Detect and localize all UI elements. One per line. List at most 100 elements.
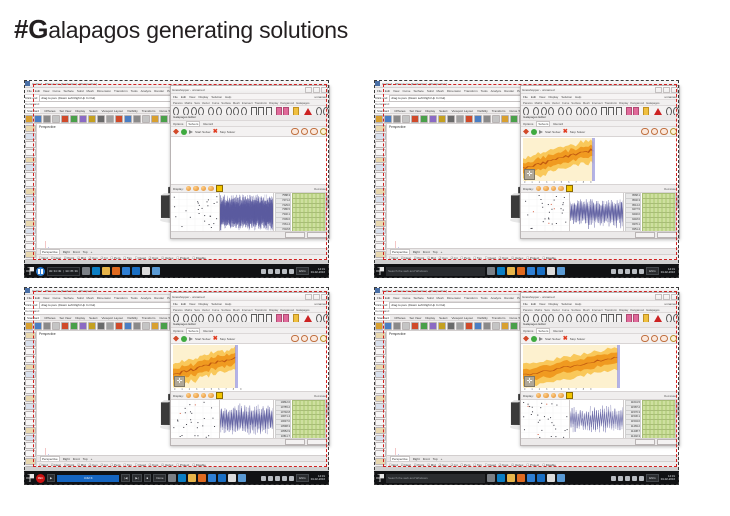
rhino-tab-curve-tools[interactable]: Curve Tools [509, 108, 526, 113]
file-explorer-icon[interactable] [507, 474, 515, 482]
start-button[interactable] [26, 267, 34, 275]
side-tool-6[interactable] [374, 172, 386, 180]
edge-icon[interactable] [178, 474, 187, 482]
grasshopper-titlebar[interactable]: Grasshopper - unnamed [521, 293, 679, 301]
waveform-pane[interactable] [570, 193, 624, 232]
ribbon-icon-22[interactable] [653, 315, 662, 322]
osnap-perp[interactable]: ☐ Perp [460, 256, 471, 260]
viewport-tab-right[interactable]: Right [412, 457, 420, 461]
osnap-knot[interactable]: ☑ Knot [148, 463, 159, 467]
side-tool-15[interactable] [24, 243, 36, 251]
osnap-disable[interactable]: ☐ Disable [192, 256, 206, 260]
maximize-button[interactable] [313, 86, 320, 93]
display-mode-icon-1[interactable] [543, 392, 549, 399]
side-tool-16[interactable] [24, 458, 36, 466]
toolbar-button-13[interactable] [492, 321, 500, 330]
toolbar-button-0[interactable] [375, 321, 383, 330]
tray-icon-2[interactable] [625, 268, 631, 274]
rhino-menu-file[interactable]: File [377, 296, 382, 300]
close-button[interactable] [321, 86, 328, 93]
mutation-icon[interactable] [565, 391, 574, 400]
side-tool-0[interactable] [374, 125, 386, 132]
tray-icon-2[interactable] [625, 475, 631, 481]
toolbar-button-1[interactable] [34, 114, 42, 123]
osnap-near[interactable]: ☑ Near [50, 256, 61, 260]
gh-tab-maths[interactable]: Maths [534, 307, 543, 312]
gh-menu-file[interactable]: File [523, 94, 528, 99]
gh-tab-surface[interactable]: Surface [221, 307, 231, 312]
toolbar-button-3[interactable] [52, 114, 60, 123]
display-mode-icon-3[interactable] [558, 392, 564, 399]
task-view-icon[interactable] [487, 267, 495, 275]
tray-icon-2[interactable] [275, 475, 281, 481]
record-icon[interactable] [660, 127, 668, 136]
rhino-menu-edit[interactable]: Edit [384, 296, 391, 300]
firefox-icon[interactable] [111, 267, 120, 275]
mutation-icon[interactable] [215, 391, 224, 400]
gh-tab-vector[interactable]: Vector [551, 307, 560, 312]
galapagos-tab-solvers[interactable]: Solvers [186, 120, 201, 127]
gh-menu-solution[interactable]: Solution [211, 94, 223, 99]
ribbon-icon-22[interactable] [303, 108, 312, 115]
side-tool-0[interactable] [24, 125, 36, 132]
viewport-tab-front[interactable]: Front [72, 457, 80, 461]
rhino-menu-tools[interactable]: Tools [480, 296, 488, 300]
gh-tab-intersect[interactable]: Intersect [241, 307, 253, 312]
rhino-tab-viewport-layout[interactable]: Viewport Layout [451, 108, 473, 113]
side-tool-7[interactable] [374, 387, 386, 395]
osnap-vertex[interactable]: ☑ Vertex [161, 463, 174, 467]
gh-tab-display[interactable]: Display [269, 100, 279, 105]
gh-tab-mesh[interactable]: Mesh [232, 307, 240, 312]
start-solver-label[interactable]: Start Solver [545, 129, 561, 134]
toolbar-button-4[interactable] [411, 114, 419, 123]
maximize-button[interactable] [663, 86, 670, 93]
side-tool-12[interactable] [374, 426, 386, 434]
genome-list-pane[interactable]: 7588.3 7471.2 7429.0 7386.5 7340.1 7299.6 7261… [274, 193, 329, 232]
side-tool-11[interactable] [24, 418, 36, 426]
galapagos-tab-options[interactable]: Options [523, 121, 534, 126]
rhino-taskbar-icon[interactable] [537, 267, 545, 275]
reinstate-label[interactable]: Reinstate [664, 393, 676, 398]
rhino-menu-view[interactable]: View [43, 89, 50, 93]
side-tool-9[interactable] [24, 403, 36, 410]
search-box[interactable]: Search the web and Windows [386, 473, 485, 483]
tray-icon-3[interactable] [282, 268, 288, 274]
display-mode-icon-0[interactable] [535, 392, 542, 399]
gh-tab-vector[interactable]: Vector [551, 100, 560, 105]
close-button[interactable] [321, 293, 328, 300]
start-button[interactable] [376, 267, 384, 275]
galapagos-tab-solvers[interactable]: Solvers [536, 327, 551, 334]
osnap-end[interactable]: ☐ End [389, 256, 398, 260]
task-view-icon[interactable] [81, 267, 90, 275]
side-tool-3[interactable] [24, 355, 36, 363]
tray-icon-0[interactable] [611, 268, 617, 274]
toolbar-button-9[interactable] [456, 321, 464, 330]
toolbar-button-14[interactable] [501, 321, 509, 330]
close-button[interactable] [671, 293, 678, 300]
osnap-point[interactable]: ☑ Point [63, 256, 75, 260]
osnap-tan[interactable]: ☐ Tan [123, 256, 132, 260]
toolbar-button-2[interactable] [43, 114, 51, 123]
side-tool-10[interactable] [24, 203, 36, 211]
gh-tab-curve[interactable]: Curve [211, 307, 220, 312]
osnap-knot[interactable]: ☑ Knot [148, 256, 159, 260]
side-tool-5[interactable] [24, 371, 36, 379]
mutation-icon[interactable] [215, 184, 224, 193]
store-icon[interactable] [527, 474, 535, 482]
side-tool-1[interactable] [24, 339, 36, 347]
viewport-tab-top[interactable]: Top [82, 250, 88, 254]
tray-icon-4[interactable] [289, 475, 295, 481]
gh-tab-transform[interactable]: Transform [604, 100, 618, 105]
galapagos-tab-solvers[interactable]: Solvers [536, 120, 551, 127]
display-mode-icon-0[interactable] [185, 392, 192, 399]
gh-menu-view[interactable]: View [189, 94, 196, 99]
display-mode-icon-3[interactable] [558, 185, 564, 192]
osnap-mid[interactable]: ☑ Mid [77, 463, 86, 467]
task-view-icon[interactable] [168, 474, 177, 482]
side-tool-13[interactable] [24, 434, 36, 442]
pan-navigator-icon[interactable]: ✛ [524, 376, 535, 387]
side-tool-10[interactable] [374, 203, 386, 211]
side-tool-1[interactable] [24, 132, 36, 140]
store-icon[interactable] [121, 267, 130, 275]
rhino-tab-curve-tools[interactable]: Curve Tools [159, 108, 176, 113]
